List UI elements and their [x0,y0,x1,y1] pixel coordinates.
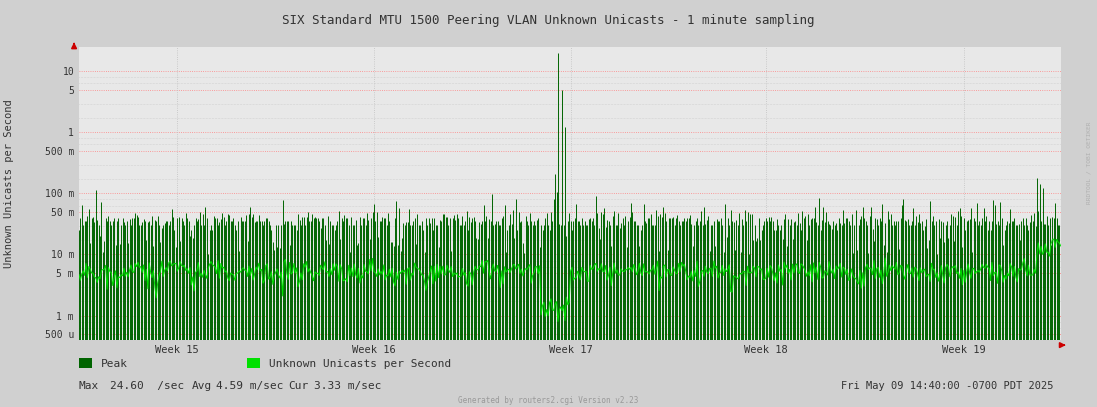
Text: Generated by routers2.cgi Version v2.23: Generated by routers2.cgi Version v2.23 [459,396,638,405]
Text: 3.33 m/sec: 3.33 m/sec [314,381,382,391]
Text: Unknown Unicasts per Second: Unknown Unicasts per Second [269,359,451,369]
Text: SIX Standard MTU 1500 Peering VLAN Unknown Unicasts - 1 minute sampling: SIX Standard MTU 1500 Peering VLAN Unkno… [282,14,815,27]
Text: Max: Max [79,381,99,391]
Text: Cur: Cur [289,381,308,391]
Text: Avg: Avg [192,381,212,391]
Text: 24.60  /sec: 24.60 /sec [110,381,184,391]
Text: 4.59 m/sec: 4.59 m/sec [216,381,284,391]
Text: Fri May 09 14:40:00 -0700 PDT 2025: Fri May 09 14:40:00 -0700 PDT 2025 [840,381,1053,391]
Text: Unknown Unicasts per Second: Unknown Unicasts per Second [3,99,14,267]
Text: Peak: Peak [101,359,128,369]
Text: RRDTOOL / TOBI OETIKER: RRDTOOL / TOBI OETIKER [1087,122,1092,204]
